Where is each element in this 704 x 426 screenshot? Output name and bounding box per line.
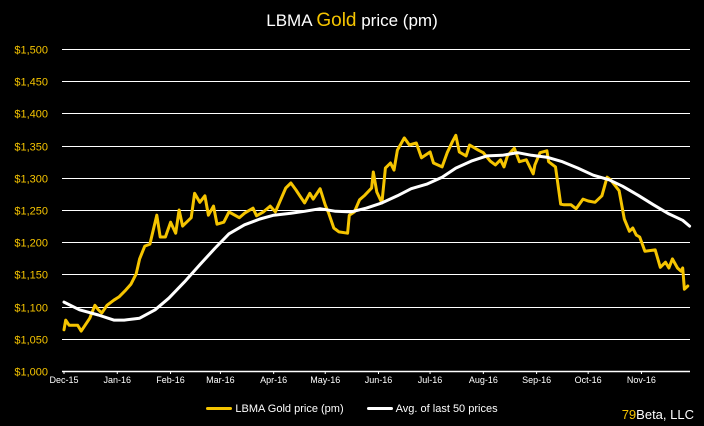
y-tick-label: $1,000 <box>14 367 48 379</box>
x-tick-label: May-16 <box>310 375 340 385</box>
legend-item-average: Avg. of last 50 prices <box>366 402 498 415</box>
y-tick-label: $1,450 <box>14 77 48 89</box>
x-tick-label: Mar-16 <box>206 375 235 385</box>
title-highlight: Gold <box>316 10 357 31</box>
gold-price-line <box>62 133 690 333</box>
x-tick-label: Jun-16 <box>365 375 393 385</box>
y-tick-label: $1,050 <box>14 335 48 347</box>
legend-label: Avg. of last 50 prices <box>395 402 498 415</box>
y-axis: $1,000 $1,050 $1,100 $1,150 $1,200 $1,250 $1,3… <box>14 45 48 379</box>
y-tick-label: $1,250 <box>14 206 48 218</box>
legend-swatch-average <box>366 407 393 410</box>
x-tick-label: Jan-16 <box>104 375 132 385</box>
x-tick-label: Nov-16 <box>627 375 656 385</box>
legend-swatch-gold <box>206 407 233 410</box>
series-lines <box>62 133 692 333</box>
title-prefix: LBMA <box>266 11 317 30</box>
x-axis: Dec-15 Jan-16 Feb-16 Mar-16 Apr-16 May-16 Jun-… <box>49 371 656 385</box>
x-tick-label: Jul-16 <box>418 375 443 385</box>
x-tick-label: Sep-16 <box>522 375 551 385</box>
legend: LBMA Gold price (pm) Avg. of last 50 pri… <box>0 401 704 415</box>
credit: 79Beta, LLC <box>622 407 694 422</box>
moving-average-line <box>62 151 692 322</box>
y-tick-label: $1,150 <box>14 270 48 282</box>
y-tick-label: $1,350 <box>14 142 48 154</box>
legend-label: LBMA Gold price (pm) <box>235 402 344 415</box>
chart-title: LBMA Gold price (pm) <box>0 10 704 32</box>
y-tick-label: $1,400 <box>14 109 48 121</box>
legend-item-gold: LBMA Gold price (pm) <box>206 402 344 415</box>
gridlines <box>62 49 690 373</box>
y-tick-label: $1,500 <box>14 45 48 57</box>
y-tick-label: $1,100 <box>14 303 48 315</box>
x-tick-label: Oct-16 <box>575 375 602 385</box>
title-suffix: price (pm) <box>356 11 438 30</box>
y-tick-label: $1,300 <box>14 174 48 186</box>
y-tick-label: $1,200 <box>14 238 48 250</box>
x-tick-label: Feb-16 <box>156 375 185 385</box>
x-tick-label: Dec-15 <box>49 375 78 385</box>
x-tick-label: Aug-16 <box>469 375 498 385</box>
x-tick-label: Apr-16 <box>260 375 287 385</box>
credit-number: 79 <box>621 407 637 422</box>
credit-text: Beta, LLC <box>636 407 694 422</box>
